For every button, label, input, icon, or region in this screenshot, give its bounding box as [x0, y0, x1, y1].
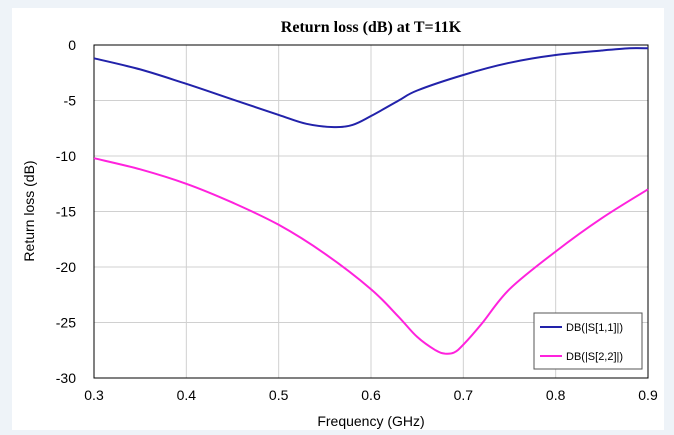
y-axis-label: Return loss (dB)	[21, 160, 37, 261]
x-axis-label: Frequency (GHz)	[317, 413, 424, 429]
legend-box	[533, 312, 643, 370]
x-tick-label: 0.3	[84, 387, 104, 403]
plot-frame	[93, 44, 649, 379]
x-tick-label: 0.5	[269, 387, 289, 403]
legend-label-s22: DB(|S[2,2]|)	[566, 351, 623, 363]
x-tick-label: 0.6	[361, 387, 381, 403]
series-line-s22	[93, 157, 649, 355]
series-line-s11	[93, 47, 649, 129]
chart-title: Return loss (dB) at T=11K	[281, 19, 462, 36]
x-tick-label: 0.4	[177, 387, 197, 403]
y-tick-label: -15	[56, 204, 76, 220]
legend: DB(|S[1,1]|) DB(|S[2,2]|)	[533, 312, 643, 370]
y-tick-label: -10	[56, 148, 76, 164]
series-layer	[93, 47, 649, 355]
x-tick-label: 0.7	[454, 387, 474, 403]
y-tick-label: -25	[56, 315, 76, 331]
x-tick-label: 0.8	[546, 387, 566, 403]
tick-labels: 0.3 0.4 0.5 0.6 0.7 0.8 0.9 0 -5 -10 -15 -20 -25 -30	[56, 37, 658, 403]
y-tick-label: -30	[56, 370, 76, 386]
y-tick-label: 0	[68, 37, 76, 53]
x-tick-label: 0.9	[638, 387, 658, 403]
y-tick-label: -20	[56, 259, 76, 275]
legend-label-s11: DB(|S[1,1]|)	[566, 322, 623, 334]
y-tick-label: -5	[64, 93, 77, 109]
